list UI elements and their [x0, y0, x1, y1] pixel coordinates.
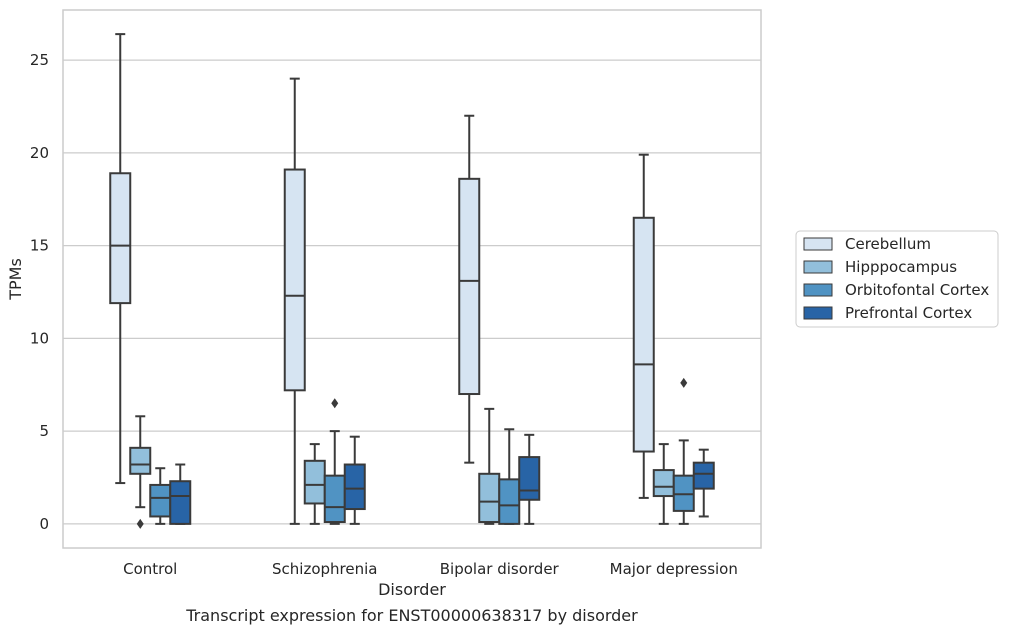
figure-caption: Transcript expression for ENST0000063831…: [186, 606, 638, 625]
box-iqr: [323, 474, 346, 524]
box-0-0: [109, 33, 132, 485]
box-0-3: [632, 153, 655, 499]
box-0-1: [283, 77, 306, 525]
box-iqr: [692, 461, 715, 490]
legend-swatch-3: [803, 306, 833, 320]
box-iqr: [518, 456, 541, 501]
x-tick-labels: Control Schizophrenia Bipolar disorder Majo…: [123, 560, 738, 578]
outlier-point-0: [680, 377, 688, 388]
legend-label-3: Prefrontal Cortex: [845, 304, 972, 322]
legend-label-2: Orbitofontal Cortex: [845, 281, 989, 299]
x-tick-label-0: Control: [123, 560, 177, 578]
box-groups: [109, 33, 715, 529]
box-iqr: [632, 216, 655, 453]
x-tick-label-3: Major depression: [610, 560, 738, 578]
y-tick-label-0: 0: [39, 515, 49, 533]
legend-swatch-2: [803, 283, 833, 297]
x-axis-label: Disorder: [378, 580, 446, 599]
y-tick-labels: 0 5 10 15 20 25: [30, 51, 49, 533]
y-tick-label-5: 5: [39, 422, 49, 440]
box-iqr: [498, 478, 521, 525]
box-1-0: [129, 415, 152, 529]
box-iqr: [169, 480, 192, 525]
box-iqr: [343, 463, 366, 511]
box-0-2: [458, 114, 481, 464]
box-iqr: [283, 168, 306, 392]
plot-frame: [62, 9, 762, 549]
box-3-0: [169, 463, 192, 525]
box-2-2: [498, 428, 521, 525]
outlier-point-0: [331, 398, 339, 409]
box-iqr: [149, 483, 172, 518]
box-3-3: [692, 448, 715, 518]
box-iqr: [458, 177, 481, 396]
box-iqr: [303, 459, 326, 505]
y-tick-label-15: 15: [30, 237, 49, 255]
legend-label-0: Cerebellum: [845, 235, 931, 253]
box-3-1: [343, 435, 366, 525]
outlier-point-0: [136, 518, 144, 529]
box-iqr: [478, 472, 501, 524]
box-iqr: [129, 446, 152, 475]
legend-frame: [795, 230, 999, 328]
legend-swatch-0: [803, 237, 833, 251]
box-iqr: [109, 172, 132, 305]
y-tick-label-25: 25: [30, 51, 49, 69]
box-2-3: [672, 377, 695, 525]
legend-swatch-1: [803, 260, 833, 274]
y-tick-label-10: 10: [30, 329, 49, 347]
legend: Cerebellum Hipppocampus Orbitofontal Corte…: [795, 230, 999, 328]
legend-label-1: Hipppocampus: [845, 258, 957, 276]
x-tick-label-1: Schizophrenia: [272, 560, 377, 578]
y-axis-label: TPMs: [6, 258, 25, 301]
x-tick-label-2: Bipolar disorder: [440, 560, 560, 578]
box-iqr: [652, 469, 675, 498]
box-3-2: [518, 433, 541, 525]
box-1-3: [652, 443, 675, 525]
y-tick-label-20: 20: [30, 144, 49, 162]
